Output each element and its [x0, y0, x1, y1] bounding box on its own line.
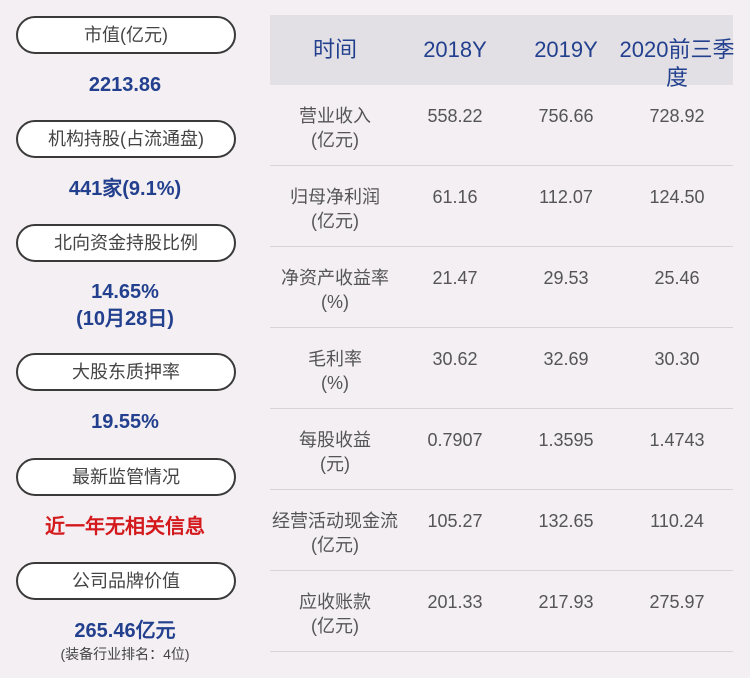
header-cell: 2018Y	[423, 37, 487, 62]
row-value: 1.4743	[649, 430, 705, 450]
row-value: 1.3595	[538, 430, 594, 450]
row-label: (%)	[321, 292, 349, 312]
metric-value: 19.55%	[91, 411, 159, 433]
row-value: 30.30	[654, 349, 700, 369]
metric-label: 市值(亿元)	[16, 16, 236, 54]
row-value: 201.33	[427, 592, 483, 612]
row-label: (亿元)	[311, 130, 359, 150]
table-row	[270, 85, 733, 166]
row-label: 净资产收益率	[281, 268, 389, 288]
row-value: 110.24	[650, 511, 704, 531]
metric-value: 441家(9.1%)	[68, 178, 182, 200]
row-label: (亿元)	[311, 535, 359, 555]
metric-label: 北向资金持股比例	[16, 224, 236, 262]
row-value: 21.47	[432, 268, 478, 288]
row-value: 756.66	[538, 106, 594, 126]
row-label: 营业收入	[299, 106, 371, 126]
metric-value: 14.65%	[91, 281, 159, 303]
row-value: 29.53	[543, 268, 589, 288]
row-value: 124.50	[649, 187, 705, 207]
row-value: 105.27	[427, 511, 483, 531]
row-value: 25.46	[654, 268, 700, 288]
metric-value: 2213.86	[88, 74, 162, 96]
metric-note: (装备行业排名：4位)	[60, 646, 190, 662]
metric-value: (10月28日)	[76, 308, 174, 330]
row-label: 毛利率	[308, 349, 362, 369]
table-header	[270, 15, 733, 85]
row-value: 217.93	[538, 592, 594, 612]
table-row	[270, 328, 733, 409]
row-value: 112.07	[539, 187, 593, 207]
header-cell: 时间	[312, 37, 357, 62]
row-label: 应收账款	[299, 592, 371, 612]
table-row	[270, 571, 733, 652]
row-label: 经营活动现金流	[272, 511, 398, 531]
row-label: 归母净利润	[290, 187, 380, 207]
row-value: 30.62	[432, 349, 478, 369]
metric-label: 最新监管情况	[16, 458, 236, 496]
row-label: (%)	[321, 373, 349, 393]
metric-value: 近一年无相关信息	[45, 516, 205, 538]
table-row	[270, 247, 733, 328]
row-label: (元)	[320, 454, 350, 474]
row-value: 0.7907	[427, 430, 483, 450]
row-value: 275.97	[649, 592, 705, 612]
row-label: (亿元)	[311, 616, 359, 636]
header-cell: 2019Y	[534, 37, 598, 62]
table-row	[270, 409, 733, 490]
table-row	[270, 490, 733, 571]
header-cell: 2020前三季度	[619, 37, 735, 90]
row-label: 每股收益	[299, 430, 371, 450]
row-label: (亿元)	[311, 211, 359, 231]
row-value: 61.16	[432, 187, 478, 207]
row-value: 728.92	[649, 106, 705, 126]
metric-value: 265.46亿元	[74, 620, 176, 642]
row-value: 132.65	[538, 511, 594, 531]
metric-label: 大股东质押率	[16, 353, 236, 391]
table-row	[270, 166, 733, 247]
row-value: 32.69	[543, 349, 589, 369]
metric-label: 公司品牌价值	[16, 562, 236, 600]
metric-label: 机构持股(占流通盘)	[16, 120, 236, 158]
row-value: 558.22	[427, 106, 483, 126]
